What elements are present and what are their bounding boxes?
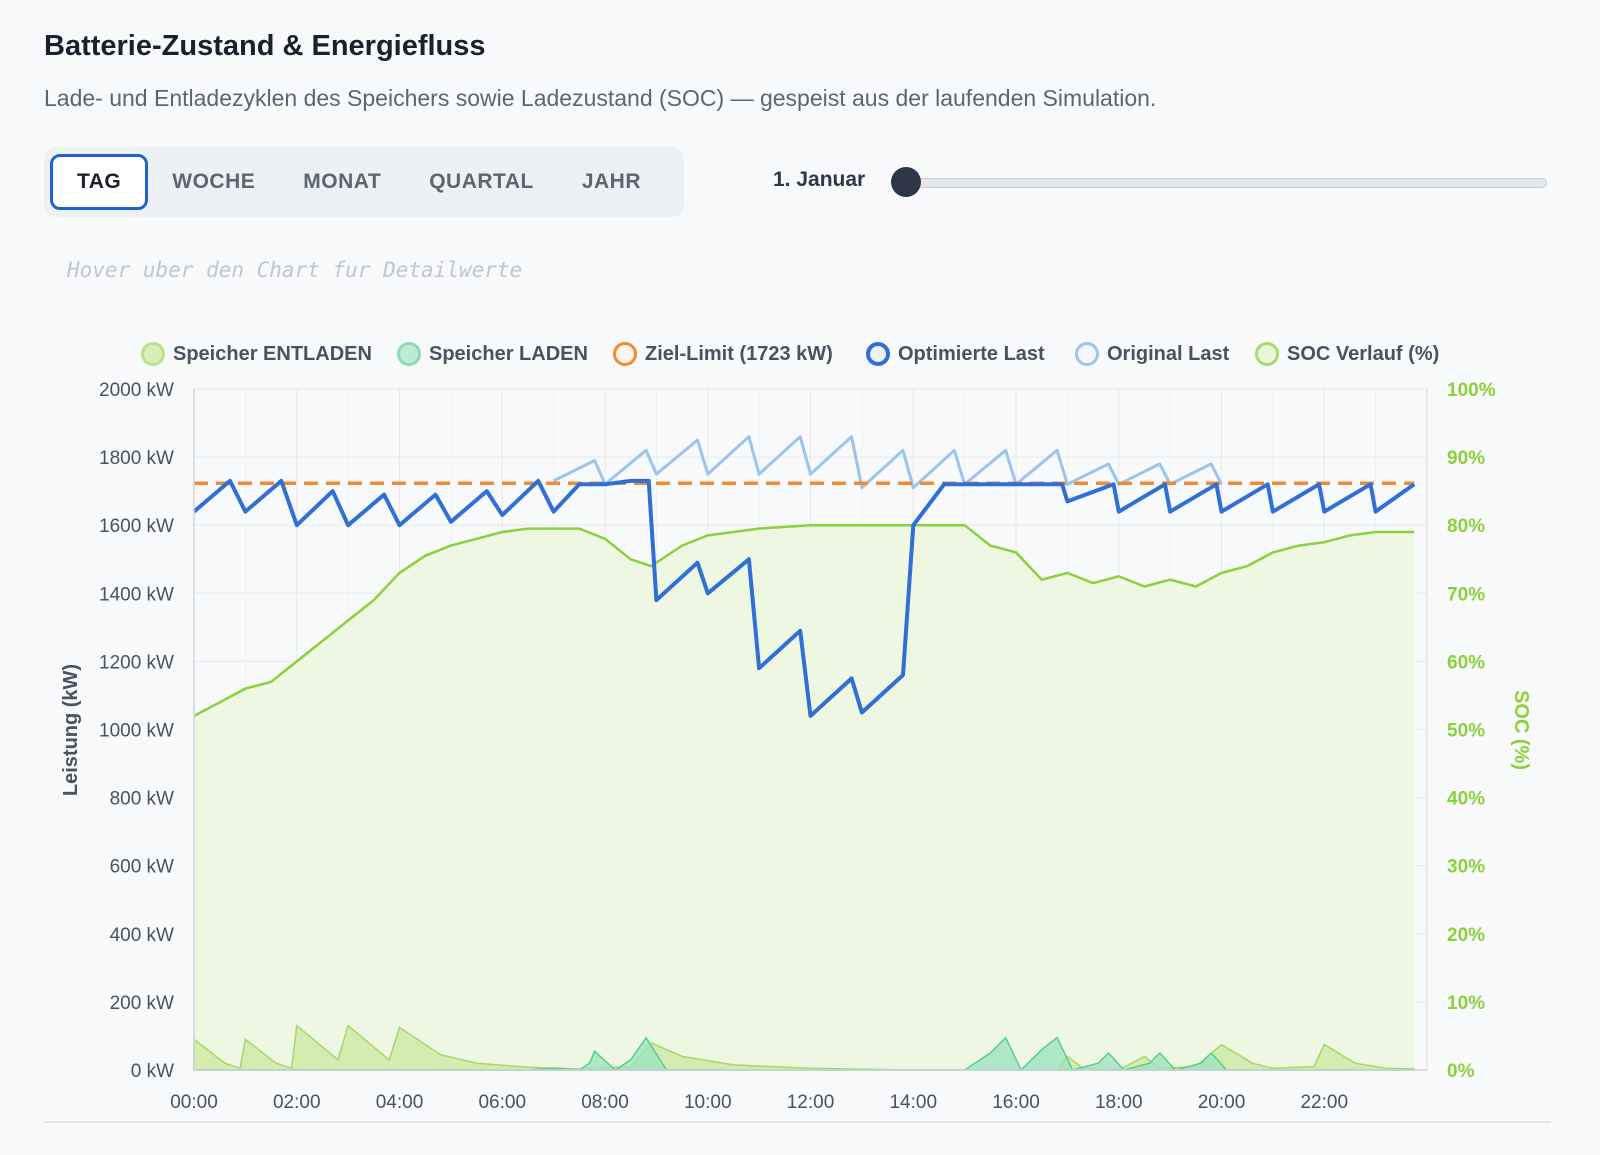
y2-tick-label: 20% <box>1447 925 1485 946</box>
tab-jahr[interactable]: JAHR <box>558 154 665 210</box>
tab-tag[interactable]: TAG <box>50 154 149 210</box>
soc-line <box>193 523 1415 718</box>
x-tick-label: 14:00 <box>889 1092 937 1113</box>
period-tabs: TAG WOCHE MONAT QUARTAL JAHR <box>44 147 684 217</box>
y2-tick-label: 100% <box>1447 380 1496 401</box>
legend-label: SOC Verlauf (%) <box>1287 342 1440 365</box>
legend-item-optimized[interactable]: Optimierte Last <box>866 342 1045 366</box>
y2-tick-label: 70% <box>1447 584 1485 605</box>
legend-label: Speicher ENTLADEN <box>173 342 372 365</box>
tab-woche[interactable]: WOCHE <box>148 154 279 210</box>
y-axis-label: Leistung (kW) <box>60 664 82 796</box>
legend-swatch-charge <box>397 342 421 366</box>
x-tick-label: 12:00 <box>787 1092 835 1113</box>
y2-axis-label: SOC (%) <box>1510 690 1532 770</box>
legend-label: Speicher LADEN <box>429 342 588 365</box>
legend-item-discharge[interactable]: Speicher ENTLADEN <box>141 342 372 366</box>
legend-swatch-optimized <box>866 342 890 366</box>
y-tick-label: 1400 kW <box>99 584 174 605</box>
legend-item-soc[interactable]: SOC Verlauf (%) <box>1255 342 1439 366</box>
hover-hint: Hover uber den Chart fur Detailwerte <box>67 258 523 282</box>
original-load-line <box>552 435 1223 490</box>
y-tick-label: 1200 kW <box>99 652 174 673</box>
legend-swatch-soc <box>1255 342 1279 366</box>
legend-swatch-discharge <box>141 342 165 366</box>
y2-tick-label: 60% <box>1447 652 1485 673</box>
optimized-load-line <box>192 478 1416 718</box>
x-tick-label: 16:00 <box>992 1092 1040 1113</box>
page-title: Batterie-Zustand & Energiefluss <box>44 30 486 62</box>
x-tick-label: 18:00 <box>1095 1092 1143 1113</box>
x-tick-label: 06:00 <box>478 1092 526 1113</box>
y-tick-label: 1800 kW <box>99 448 174 469</box>
section-divider <box>44 1121 1551 1123</box>
y-tick-label: 400 kW <box>110 925 174 946</box>
x-tick-label: 08:00 <box>581 1092 629 1113</box>
legend-item-limit[interactable]: Ziel-Limit (1723 kW) <box>613 342 833 366</box>
y-tick-label: 800 kW <box>110 789 174 810</box>
legend-item-original[interactable]: Original Last <box>1075 342 1229 366</box>
tab-quartal[interactable]: QUARTAL <box>405 154 558 210</box>
y2-tick-label: 50% <box>1447 721 1485 742</box>
discharge-area <box>193 1024 1415 1071</box>
charge-area <box>194 1036 1415 1072</box>
x-tick-label: 04:00 <box>376 1092 424 1113</box>
y2-tick-label: 30% <box>1447 857 1485 878</box>
y2-tick-label: 80% <box>1447 516 1485 537</box>
y2-tick-label: 0% <box>1447 1061 1475 1082</box>
date-slider-thumb[interactable] <box>891 167 921 197</box>
x-tick-label: 10:00 <box>684 1092 732 1113</box>
legend-item-charge[interactable]: Speicher LADEN <box>397 342 588 366</box>
y-tick-label: 200 kW <box>110 993 174 1014</box>
legend-label: Original Last <box>1107 342 1230 365</box>
chart-legend: Speicher ENTLADEN Speicher LADEN Ziel-Li… <box>0 342 1600 378</box>
x-tick-label: 20:00 <box>1198 1092 1246 1113</box>
y-tick-label: 600 kW <box>110 857 174 878</box>
y-tick-label: 1600 kW <box>99 516 174 537</box>
y-tick-label: 2000 kW <box>99 380 174 401</box>
slider-date-label: 1. Januar <box>773 168 866 191</box>
chart-axes: 0 kW 200 kW 400 kW 600 kW 800 kW 1000 kW 1200 … <box>99 380 1496 1113</box>
legend-swatch-original <box>1075 342 1099 366</box>
tab-monat[interactable]: MONAT <box>279 154 405 210</box>
x-tick-label: 22:00 <box>1300 1092 1348 1113</box>
y-tick-label: 0 kW <box>131 1061 174 1082</box>
y2-tick-label: 10% <box>1447 993 1485 1014</box>
chart-areas <box>193 525 1415 1072</box>
legend-label: Optimierte Last <box>898 342 1045 365</box>
chart-lines <box>192 435 1416 718</box>
soc-area-fill <box>194 525 1415 1070</box>
y2-tick-label: 40% <box>1447 789 1485 810</box>
y-tick-label: 1000 kW <box>99 721 174 742</box>
x-tick-label: 00:00 <box>170 1092 218 1113</box>
legend-swatch-limit <box>613 342 637 366</box>
page-subtitle: Lade- und Entladezyklen des Speichers so… <box>44 85 1157 111</box>
y2-tick-label: 90% <box>1447 448 1485 469</box>
x-tick-label: 02:00 <box>273 1092 321 1113</box>
legend-label: Ziel-Limit (1723 kW) <box>645 342 833 365</box>
